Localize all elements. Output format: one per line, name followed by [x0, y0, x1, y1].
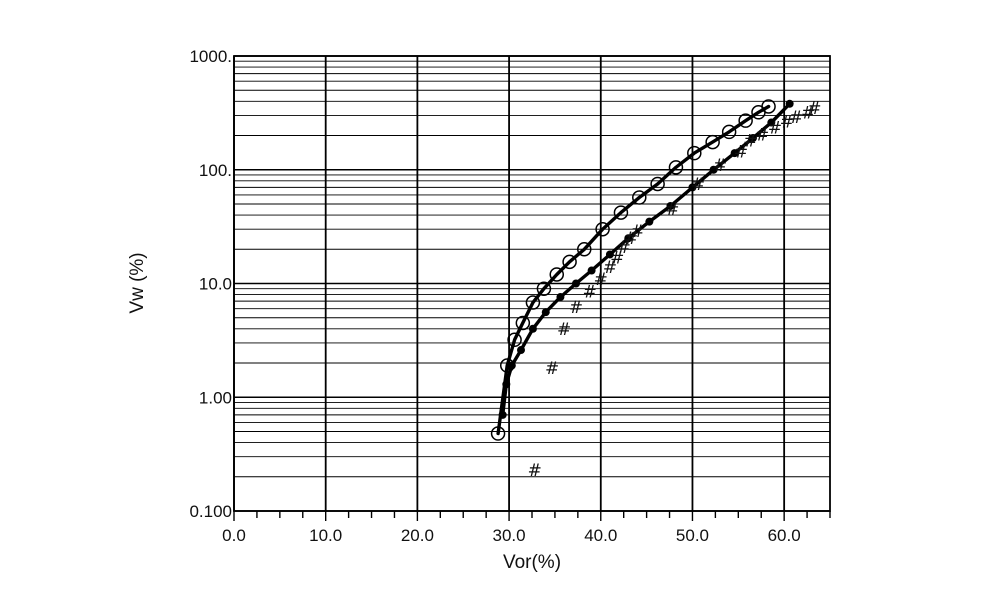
- filled-dot-point: [748, 134, 757, 143]
- filled-dot-point: [605, 250, 614, 259]
- open-circle-point: [687, 145, 702, 161]
- filled-dot-point: [730, 149, 739, 158]
- open-circle-point: [595, 221, 610, 237]
- open-circle-point: [577, 242, 592, 257]
- open-circle-point: [721, 124, 737, 140]
- filled-dot-point: [785, 99, 794, 108]
- y-tick-label: 100.: [199, 161, 232, 180]
- x-tick-label: 30.0: [493, 526, 526, 545]
- hash-point: #: [557, 320, 571, 340]
- open-circle-point: [650, 176, 665, 192]
- axes: 0.0 10.0 20.0 30.0 40.0 50.0 60.0 0.100 1.00 10.0…: [189, 47, 831, 545]
- series-markers: ######################: [490, 99, 822, 481]
- hash-point: #: [713, 156, 727, 176]
- hash-point: #: [743, 132, 757, 152]
- hash-point: #: [528, 461, 542, 481]
- hash-point: #: [789, 108, 803, 128]
- filled-dot-point: [709, 165, 718, 174]
- open-circle-point: [738, 113, 753, 128]
- x-tick-label: 20.0: [401, 526, 434, 545]
- open-circle-point: [613, 205, 629, 220]
- hash-point: #: [603, 258, 617, 278]
- open-circle-point: [668, 160, 684, 175]
- y-tick-label: 1.00: [199, 388, 232, 407]
- open-circle-point: [507, 332, 522, 348]
- filled-dot-point: [767, 118, 776, 127]
- hash-point: #: [768, 119, 782, 139]
- open-circle-point: [490, 426, 506, 441]
- hash-point: #: [594, 270, 608, 290]
- open-circle-point: [549, 267, 565, 282]
- hash-point: #: [780, 113, 794, 133]
- open-circle-point: [525, 295, 541, 310]
- filled-dot-point: [624, 234, 633, 243]
- hash-point: #: [734, 142, 748, 162]
- x-axis-label: Vor(%): [503, 552, 561, 573]
- x-tick-label: 40.0: [584, 526, 617, 545]
- filled-dot-point: [666, 202, 675, 211]
- hash-point: #: [569, 298, 583, 318]
- filled-dot-point: [645, 217, 654, 226]
- y-axis-label: Vw (%): [127, 252, 148, 313]
- open-circle-point: [761, 99, 776, 114]
- x-tick-label: 50.0: [676, 526, 709, 545]
- x-tick-label: 0.0: [222, 526, 246, 545]
- filled-dot-point: [572, 279, 581, 288]
- y-tick-label: 0.100: [189, 502, 232, 521]
- hash-point: #: [691, 175, 705, 195]
- hash-point: #: [617, 238, 631, 258]
- open-circle-point: [515, 315, 531, 331]
- filled-dot-point: [688, 183, 697, 192]
- filled-dot-point: [502, 380, 511, 389]
- filled-dot-point: [507, 361, 516, 370]
- filled-dot-point: [556, 293, 565, 302]
- hash-point: #: [807, 99, 821, 119]
- filled-dot-point: [498, 410, 507, 419]
- x-tick-label: 10.0: [309, 526, 342, 545]
- series-line-1: [496, 104, 771, 436]
- open-circle-point: [562, 254, 577, 270]
- open-circle-point: [536, 281, 552, 296]
- open-circle-point: [632, 190, 647, 205]
- hash-point: #: [610, 248, 624, 268]
- open-circle-point: [705, 134, 720, 150]
- y-tick-label: 1000.: [189, 47, 232, 66]
- filled-dot-point: [541, 308, 550, 317]
- filled-dot-point: [528, 324, 537, 333]
- filled-dot-point: [587, 266, 596, 275]
- hash-point: #: [545, 359, 559, 379]
- hash-point: #: [755, 125, 769, 145]
- filled-dot-point: [516, 346, 525, 355]
- y-tick-label: 10.0: [199, 275, 232, 294]
- hash-point: #: [583, 283, 597, 303]
- hash-point: #: [630, 222, 644, 242]
- hash-point: #: [665, 200, 679, 220]
- hash-point: #: [801, 103, 815, 123]
- hash-point: #: [624, 229, 638, 249]
- x-tick-label: 60.0: [768, 526, 801, 545]
